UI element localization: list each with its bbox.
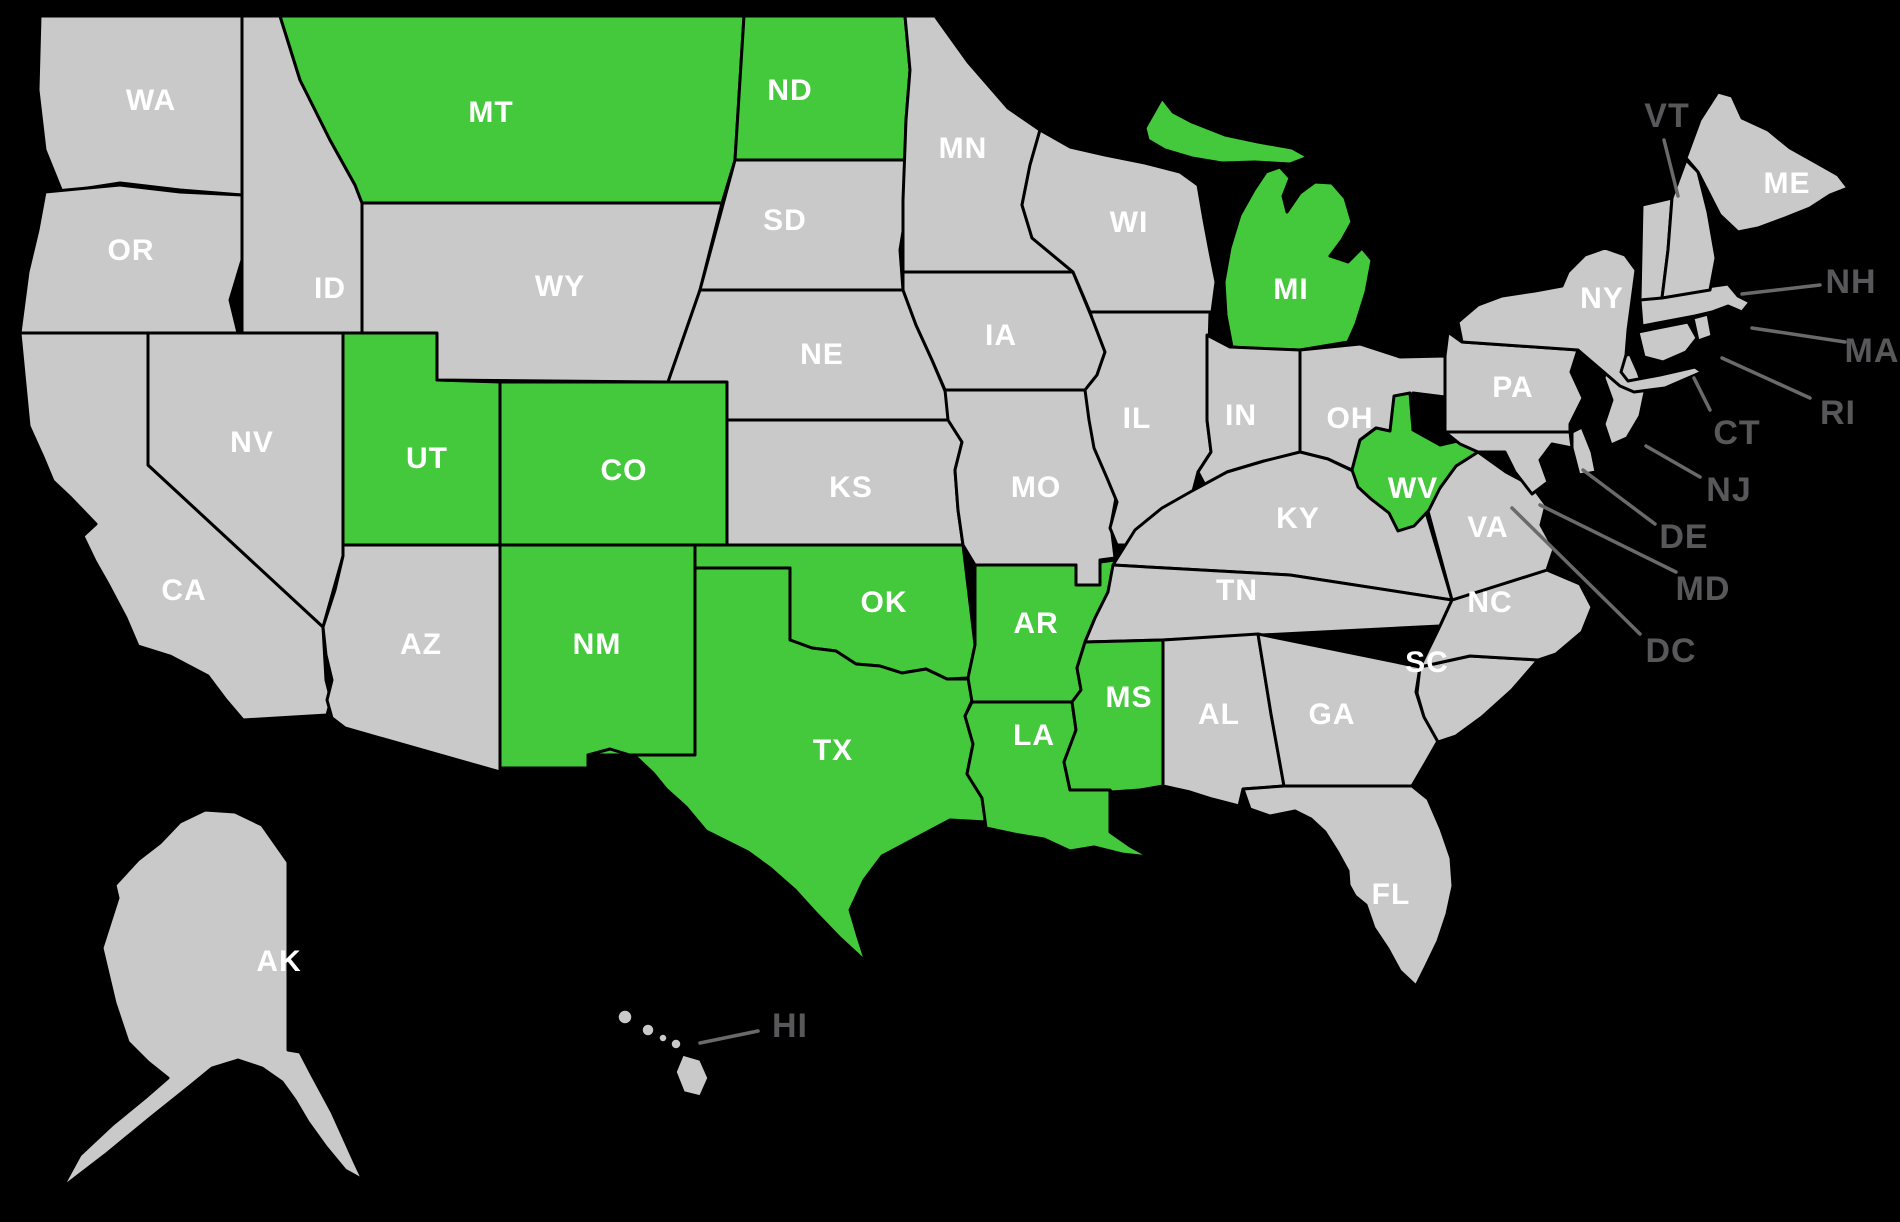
state-label-az: AZ (400, 628, 442, 661)
state-de[interactable] (1570, 425, 1598, 477)
state-ri[interactable] (1691, 312, 1714, 343)
leader-line-vt (1662, 138, 1680, 198)
state-label-ky: KY (1276, 502, 1320, 535)
state-fl[interactable] (1241, 784, 1455, 988)
outside-state-label-nh: NH (1825, 263, 1876, 301)
state-ms[interactable] (1062, 638, 1165, 794)
state-label-il: IL (1123, 402, 1152, 435)
state-label-nv: NV (230, 426, 274, 459)
outside-state-label-vt: VT (1644, 97, 1689, 135)
michigan-upper-peninsula[interactable] (1143, 96, 1310, 166)
leader-line-de (1581, 468, 1657, 526)
state-label-nm: NM (573, 628, 622, 661)
leader-line-nj (1644, 444, 1702, 479)
state-label-wi: WI (1110, 206, 1149, 239)
outside-state-label-ct: CT (1713, 414, 1760, 452)
state-label-ks: KS (829, 471, 873, 504)
state-label-ca: CA (161, 574, 206, 607)
leader-line-ri (1720, 356, 1812, 400)
leader-line-dc (1510, 506, 1642, 636)
state-label-ny: NY (1580, 282, 1624, 315)
state-label-or: OR (108, 234, 155, 267)
state-or[interactable] (18, 183, 244, 335)
leader-line-ct (1692, 376, 1712, 412)
outside-state-label-ma: MA (1845, 332, 1900, 370)
state-mi[interactable] (1222, 165, 1374, 352)
state-label-ne: NE (800, 338, 844, 371)
state-label-mi: MI (1273, 273, 1308, 306)
outside-state-label-dc: DC (1645, 632, 1696, 670)
state-label-fl: FL (1372, 878, 1411, 911)
state-label-me: ME (1764, 167, 1811, 200)
state-label-ia: IA (985, 319, 1017, 352)
outside-state-label-nj: NJ (1706, 471, 1751, 509)
state-label-ar: AR (1013, 607, 1058, 640)
leader-line-md (1538, 503, 1678, 574)
states-layer (18, 14, 1850, 1190)
state-label-tx: TX (813, 734, 853, 767)
leader-line-nh (1740, 283, 1822, 296)
state-tx[interactable] (586, 566, 988, 964)
state-label-wv: WV (1388, 472, 1438, 505)
state-label-mo: MO (1011, 471, 1061, 504)
state-label-oh: OH (1327, 402, 1374, 435)
leader-line-ma (1750, 326, 1847, 344)
outside-state-label-de: DE (1659, 518, 1708, 556)
state-label-ak: AK (256, 945, 301, 978)
state-label-id: ID (314, 272, 346, 305)
state-label-co: CO (601, 454, 648, 487)
state-label-mn: MN (939, 132, 988, 165)
state-wi[interactable] (1020, 128, 1218, 314)
state-label-wa: WA (126, 84, 176, 117)
state-label-ut: UT (406, 442, 448, 475)
state-ny[interactable] (1456, 246, 1704, 394)
state-label-ok: OK (861, 586, 908, 619)
leader-lines-layer (698, 138, 1847, 1045)
outside-state-label-md: MD (1676, 570, 1731, 608)
state-ct[interactable] (1636, 320, 1699, 364)
state-label-ga: GA (1309, 698, 1356, 731)
state-ak[interactable] (60, 808, 365, 1190)
state-label-sc: SC (1405, 646, 1449, 679)
state-label-ms: MS (1106, 681, 1153, 714)
state-label-al: AL (1198, 698, 1240, 731)
state-label-la: LA (1013, 719, 1055, 752)
state-me[interactable] (1684, 90, 1850, 234)
state-label-in: IN (1225, 399, 1257, 432)
state-label-wy: WY (535, 270, 585, 303)
state-label-va: VA (1467, 511, 1508, 544)
state-label-nc: NC (1467, 586, 1512, 619)
leader-line-hi (698, 1029, 760, 1045)
hawaii-islands[interactable] (617, 1009, 709, 1097)
state-nd[interactable] (733, 14, 912, 162)
state-label-sd: SD (763, 204, 807, 237)
state-label-pa: PA (1492, 371, 1533, 404)
state-label-tn: TN (1216, 574, 1258, 607)
state-labels-layer: WA OR CA NV ID UT AZ MT WY CO NM ND SD NE KS OK TX MN IA MO… (108, 74, 1900, 1045)
state-label-nd: ND (767, 74, 812, 107)
outside-state-label-hi: HI (772, 1007, 808, 1045)
state-label-mt: MT (468, 96, 513, 129)
outside-state-label-ri: RI (1820, 394, 1856, 432)
